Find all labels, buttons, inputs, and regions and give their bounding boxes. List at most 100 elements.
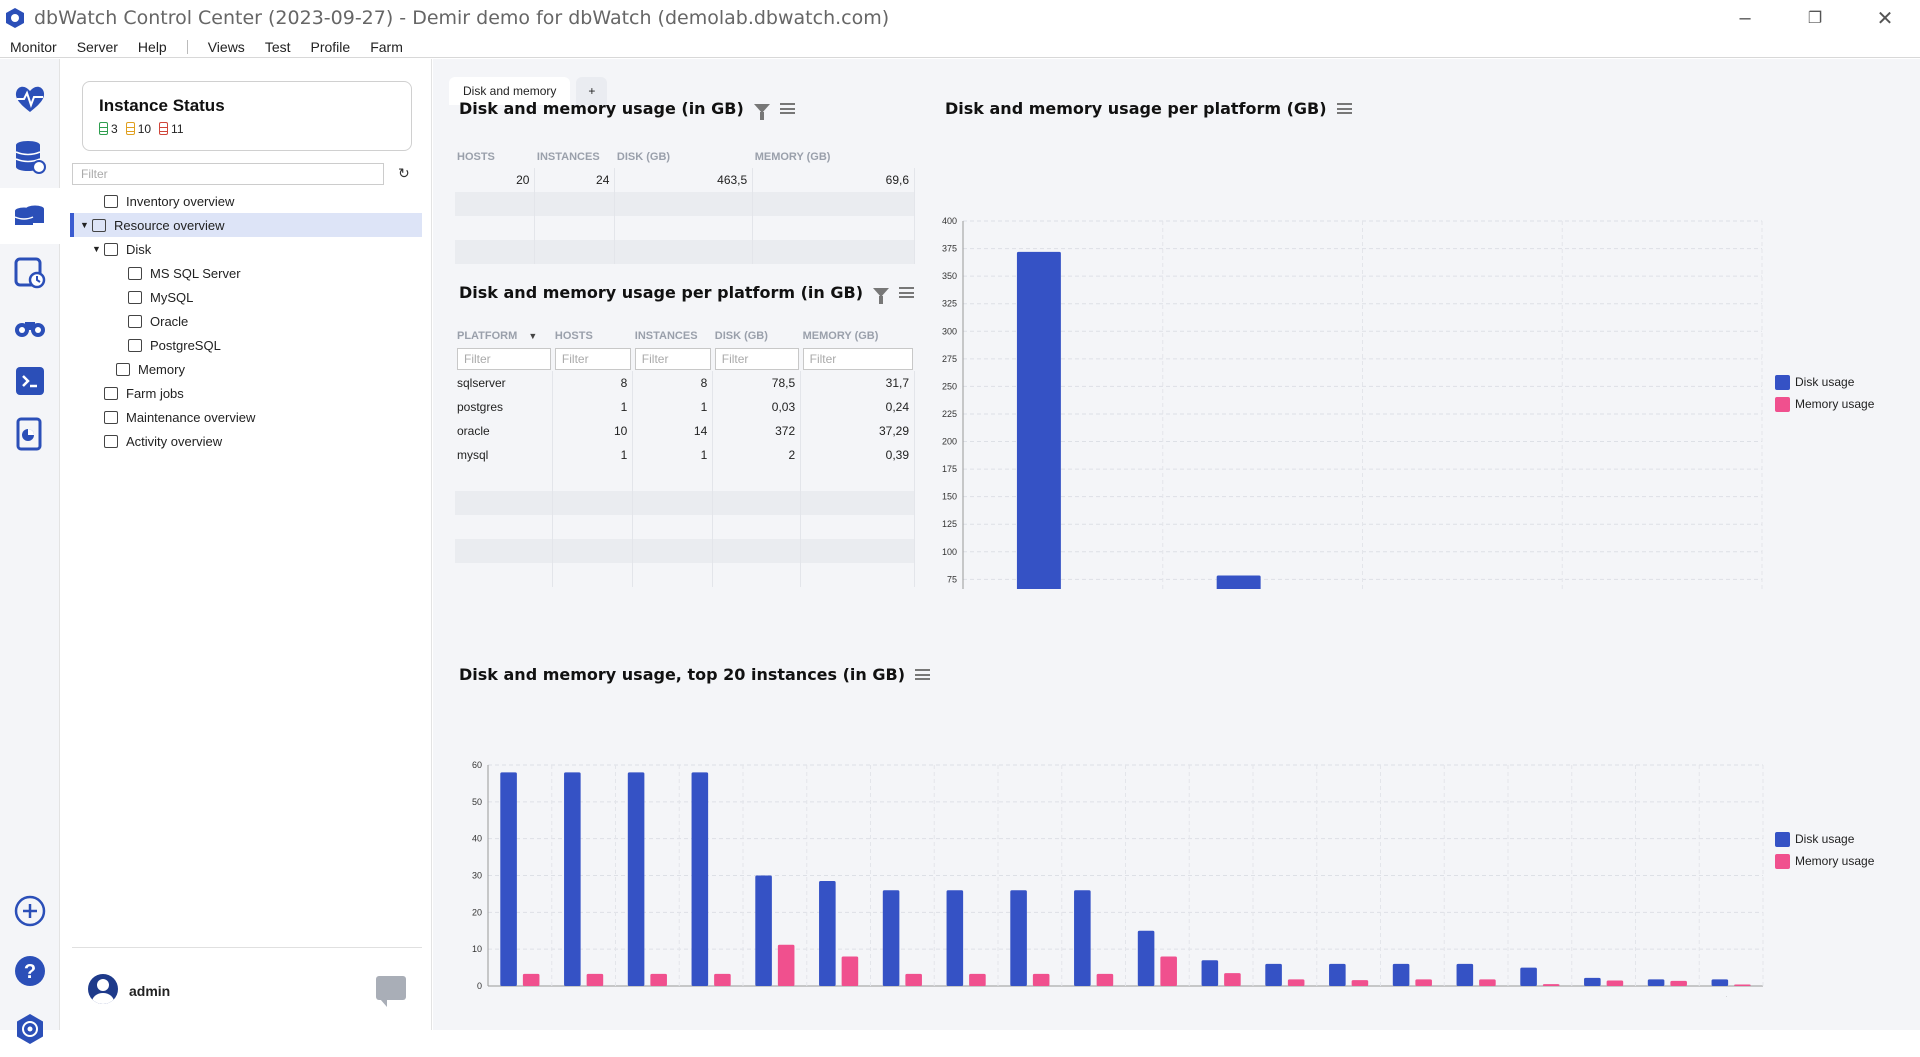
column-header[interactable]: DISK (GB) <box>714 330 768 342</box>
tree-item-maintenance-overview[interactable]: Maintenance overview <box>72 405 422 429</box>
tree-item-oracle[interactable]: Oracle <box>72 309 422 333</box>
bar-disk[interactable] <box>1201 960 1219 986</box>
bar-disk[interactable] <box>1647 979 1665 986</box>
legend-disk[interactable]: Disk usage <box>1775 828 1874 850</box>
column-header[interactable]: HOSTS <box>554 330 593 342</box>
bar-memory[interactable] <box>905 973 922 986</box>
column-header[interactable]: INSTANCES <box>536 151 600 163</box>
menu-views[interactable]: Views <box>207 38 245 55</box>
column-header[interactable]: MEMORY (GB) <box>802 330 879 342</box>
tree-item-mysql[interactable]: MySQL <box>72 285 422 309</box>
bar-memory[interactable] <box>522 973 540 986</box>
platform-filter-input[interactable]: Filter <box>457 348 551 370</box>
disk-filter-input[interactable]: Filter <box>714 348 799 370</box>
bar-memory[interactable] <box>1479 979 1496 986</box>
menu-icon[interactable] <box>1336 103 1352 114</box>
help-nav-button[interactable]: ? <box>0 943 60 999</box>
restore-button[interactable]: ❐ <box>1807 10 1823 27</box>
instance-status-card[interactable]: Instance Status 3 10 11 <box>82 81 412 151</box>
bar-memory[interactable] <box>1606 980 1624 986</box>
bar-disk[interactable] <box>882 890 900 986</box>
bar-disk[interactable] <box>1456 963 1474 986</box>
bar-memory[interactable] <box>1224 973 1241 986</box>
resource-nav-button[interactable] <box>0 188 60 244</box>
instances-filter-input[interactable]: Filter <box>634 348 711 370</box>
bar-memory[interactable] <box>777 944 795 986</box>
tree-item-farm-jobs[interactable]: Farm jobs <box>72 381 422 405</box>
reports-nav-button[interactable] <box>0 406 60 462</box>
chat-icon[interactable] <box>376 976 406 1007</box>
legend-memory[interactable]: Memory usage <box>1775 393 1874 415</box>
bar-memory[interactable] <box>841 956 859 986</box>
bar-memory[interactable] <box>1415 979 1432 986</box>
bar-disk[interactable] <box>500 772 517 986</box>
bar-memory[interactable] <box>969 973 986 986</box>
bar-disk[interactable] <box>1010 890 1027 986</box>
bar-memory[interactable] <box>1670 980 1687 986</box>
column-header[interactable]: MEMORY (GB) <box>754 151 831 163</box>
menu-help[interactable]: Help <box>137 38 167 55</box>
tree-item-ms-sql-server[interactable]: MS SQL Server <box>72 261 422 285</box>
bar-memory[interactable] <box>1734 984 1751 986</box>
bar-disk[interactable] <box>946 890 964 986</box>
bar-memory[interactable] <box>1542 984 1560 986</box>
tree-item-inventory-overview[interactable]: Inventory overview <box>72 189 422 213</box>
tree-item-memory[interactable]: Memory <box>72 357 422 381</box>
bar-memory[interactable] <box>1287 979 1305 986</box>
bar-disk[interactable] <box>1711 979 1729 986</box>
monitor-nav-button[interactable] <box>0 71 60 127</box>
table-row[interactable]: mysql 1 1 2 0,39 <box>455 443 915 467</box>
bar-disk[interactable] <box>691 772 709 986</box>
column-header[interactable]: DISK (GB) <box>616 151 671 163</box>
avatar[interactable] <box>88 974 118 1004</box>
bar-disk[interactable] <box>1216 575 1261 589</box>
tree-item-activity-overview[interactable]: Activity overview <box>72 429 422 453</box>
column-header[interactable]: HOSTS <box>457 151 495 163</box>
schedule-nav-button[interactable] <box>0 245 60 301</box>
table-row[interactable]: oracle 10 14 372 37,29 <box>455 419 915 443</box>
menu-farm[interactable]: Farm <box>370 38 403 55</box>
tree-filter-input[interactable]: Filter <box>72 163 384 185</box>
bar-disk[interactable] <box>564 772 581 986</box>
hosts-filter-input[interactable]: Filter <box>554 348 631 370</box>
bar-memory[interactable] <box>714 973 731 986</box>
bar-disk[interactable] <box>819 881 836 986</box>
bar-disk[interactable] <box>1137 930 1155 986</box>
bar-memory[interactable] <box>1032 973 1050 986</box>
bar-disk[interactable] <box>1520 967 1537 986</box>
bar-disk[interactable] <box>1329 963 1346 986</box>
legend-disk[interactable]: Disk usage <box>1775 371 1874 393</box>
menu-profile[interactable]: Profile <box>310 38 351 55</box>
bar-disk[interactable] <box>1265 963 1282 986</box>
bar-disk[interactable] <box>627 772 645 986</box>
bar-disk[interactable] <box>1392 963 1410 986</box>
legend-memory[interactable]: Memory usage <box>1775 850 1874 872</box>
bar-disk[interactable] <box>755 875 772 987</box>
bar-memory[interactable] <box>1351 980 1369 986</box>
bar-memory[interactable] <box>1160 956 1177 986</box>
database-nav-button[interactable] <box>0 129 60 185</box>
bar-memory[interactable] <box>1096 973 1114 986</box>
expand-arrow-icon[interactable]: ▼ <box>92 244 101 254</box>
close-button[interactable]: ✕ <box>1876 7 1894 30</box>
filter-icon[interactable] <box>753 104 770 120</box>
tab-disk-and-memory[interactable]: Disk and memory <box>449 77 571 105</box>
tree-item-disk[interactable]: ▼ Disk <box>72 237 422 261</box>
menu-monitor[interactable]: Monitor <box>10 38 57 55</box>
menu-server[interactable]: Server <box>76 38 118 55</box>
expand-arrow-icon[interactable]: ▼ <box>80 220 89 230</box>
column-header[interactable]: INSTANCES <box>634 330 698 342</box>
bar-disk[interactable] <box>1584 977 1601 986</box>
menu-test[interactable]: Test <box>264 38 291 55</box>
tree-item-resource-overview[interactable]: ▼ Resource overview <box>70 213 422 237</box>
menu-icon[interactable] <box>899 287 915 298</box>
refresh-icon[interactable]: ↻ <box>398 165 410 181</box>
bar-disk[interactable] <box>1016 251 1061 589</box>
menu-icon[interactable] <box>779 103 795 114</box>
filter-icon[interactable] <box>873 288 890 304</box>
explore-nav-button[interactable] <box>0 299 60 355</box>
add-tab-button[interactable]: + <box>576 77 608 105</box>
bar-memory[interactable] <box>650 973 667 986</box>
about-nav-button[interactable] <box>0 1001 60 1057</box>
table-row[interactable]: sqlserver 8 8 78,5 31,7 <box>455 371 915 395</box>
